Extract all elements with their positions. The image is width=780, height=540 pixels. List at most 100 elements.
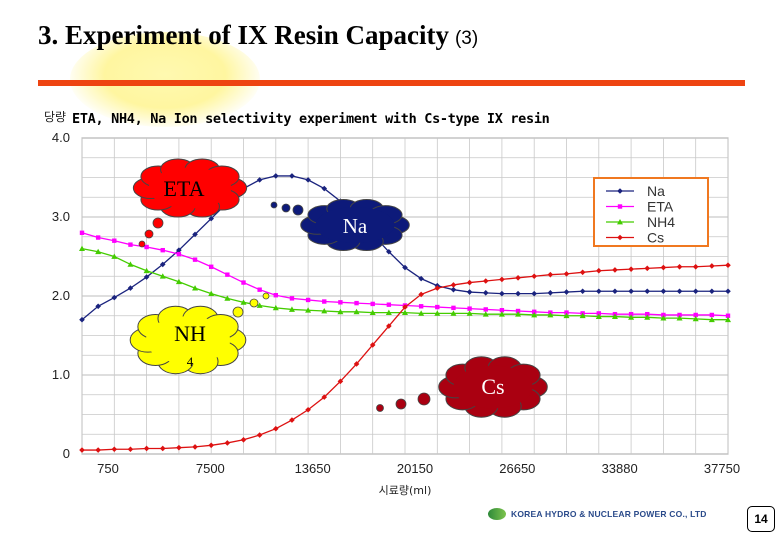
na-data-point (660, 288, 667, 295)
nh4-data-point (725, 316, 731, 323)
legend-eta-marker (617, 204, 623, 209)
company-logo: KOREA HYDRO & NUCLEAR POWER CO., LTD (488, 508, 707, 520)
cs-data-point (111, 446, 118, 453)
cs-data-point (692, 263, 699, 270)
eta-data-point (645, 311, 650, 317)
na-data-point (256, 177, 263, 183)
na-data-point (725, 288, 731, 295)
cs-data-point (402, 304, 408, 310)
eta-data-point (515, 308, 521, 314)
company-name: KOREA HYDRO & NUCLEAR POWER CO., LTD (511, 509, 707, 519)
title-underline (38, 80, 745, 86)
cs-data-point (386, 323, 392, 329)
eta-data-point (677, 312, 682, 318)
nh4-data-point (579, 312, 586, 319)
cs-data-point (321, 394, 328, 400)
slide-title: 3. Experiment of IX Resin Capacity (3) (38, 20, 478, 51)
cs-data-point (596, 267, 602, 274)
cloud-core (145, 316, 231, 364)
cs-data-point (709, 263, 715, 269)
nh4-data-point (240, 299, 247, 305)
nh4-data-point (272, 304, 279, 311)
na-data-point (676, 288, 683, 295)
cs-callout (438, 356, 548, 418)
nh4-data-point (95, 248, 102, 255)
eta-data-point (370, 301, 375, 307)
nh4-data-point (288, 306, 295, 312)
y-tick-label: 2.0 (52, 288, 70, 303)
cloud-core (453, 365, 533, 409)
x-tick-label: 26650 (499, 461, 535, 476)
eta-data-point (192, 257, 198, 262)
na-data-point (95, 303, 101, 310)
nh4-data-point (676, 315, 683, 321)
cs-data-point (127, 446, 134, 453)
cs-data-point (515, 275, 521, 281)
na-data-point (321, 185, 328, 192)
nh4-data-point (256, 302, 263, 308)
nh4-data-point (337, 308, 344, 315)
nh4-data-point (385, 309, 392, 315)
na-callout-tail (281, 203, 291, 213)
cs-data-point (644, 265, 651, 272)
legend-box (593, 177, 709, 247)
eta-data-point (418, 304, 424, 309)
title-glow-decoration (70, 32, 260, 127)
x-tick-label: 33880 (602, 461, 638, 476)
legend-na-marker (617, 188, 623, 194)
eta-data-point (435, 304, 440, 310)
title-suffix: (3) (454, 28, 479, 49)
nh4-data-point (353, 308, 360, 315)
eta-callout-tail (144, 229, 154, 239)
cs-data-point (143, 445, 150, 452)
cs-data-point (499, 276, 505, 283)
eta-callout-label: ETA (163, 176, 204, 201)
cs-data-point (353, 361, 360, 367)
eta-data-point (725, 313, 731, 318)
y-tick-label: 1.0 (52, 367, 70, 382)
na-callout-label: Na (343, 214, 368, 238)
na-data-point (418, 275, 424, 282)
eta-data-point (386, 302, 392, 307)
nh4-data-point (498, 311, 505, 317)
eta-data-point (693, 312, 698, 318)
na-data-point (192, 231, 198, 238)
cloud-core (148, 167, 232, 209)
na-data-point (579, 288, 586, 295)
cs-data-point (337, 378, 344, 385)
chart-subtitle: ETA, NH4, Na Ion selectivity experiment … (72, 111, 550, 127)
cs-data-point (676, 263, 683, 270)
nh4-data-point (111, 253, 118, 259)
nh4-data-point (611, 313, 618, 319)
nh4-data-point (628, 314, 635, 320)
eta-data-point (305, 297, 311, 303)
eta-data-point (354, 300, 359, 306)
cs-data-point (418, 291, 424, 298)
cs-data-point (95, 447, 101, 453)
eta-data-point (160, 247, 165, 253)
nh4-data-point (644, 314, 651, 320)
eta-data-point (628, 311, 634, 317)
na-data-point (386, 248, 392, 255)
cs-data-point (466, 279, 473, 286)
eta-data-point (322, 299, 327, 304)
cs-callout-tail (376, 404, 384, 412)
eta-data-point (144, 244, 149, 250)
eta-data-point (661, 312, 666, 318)
na-data-point (563, 289, 570, 295)
legend-cs-marker (617, 234, 623, 241)
na-callout-tail (292, 204, 304, 216)
cs-data-point (305, 406, 311, 413)
nh4-data-point (708, 316, 715, 323)
x-tick-label: 37750 (704, 461, 740, 476)
eta-data-point (564, 310, 569, 315)
nh4-data-point (563, 312, 570, 319)
nh4-data-point (127, 261, 134, 267)
y-tick-label: 0 (63, 446, 70, 461)
eta-data-point (289, 296, 295, 301)
na-data-point (482, 290, 489, 296)
eta-data-point (95, 235, 101, 240)
nh4-data-point (402, 309, 408, 315)
eta-data-point (128, 242, 133, 247)
